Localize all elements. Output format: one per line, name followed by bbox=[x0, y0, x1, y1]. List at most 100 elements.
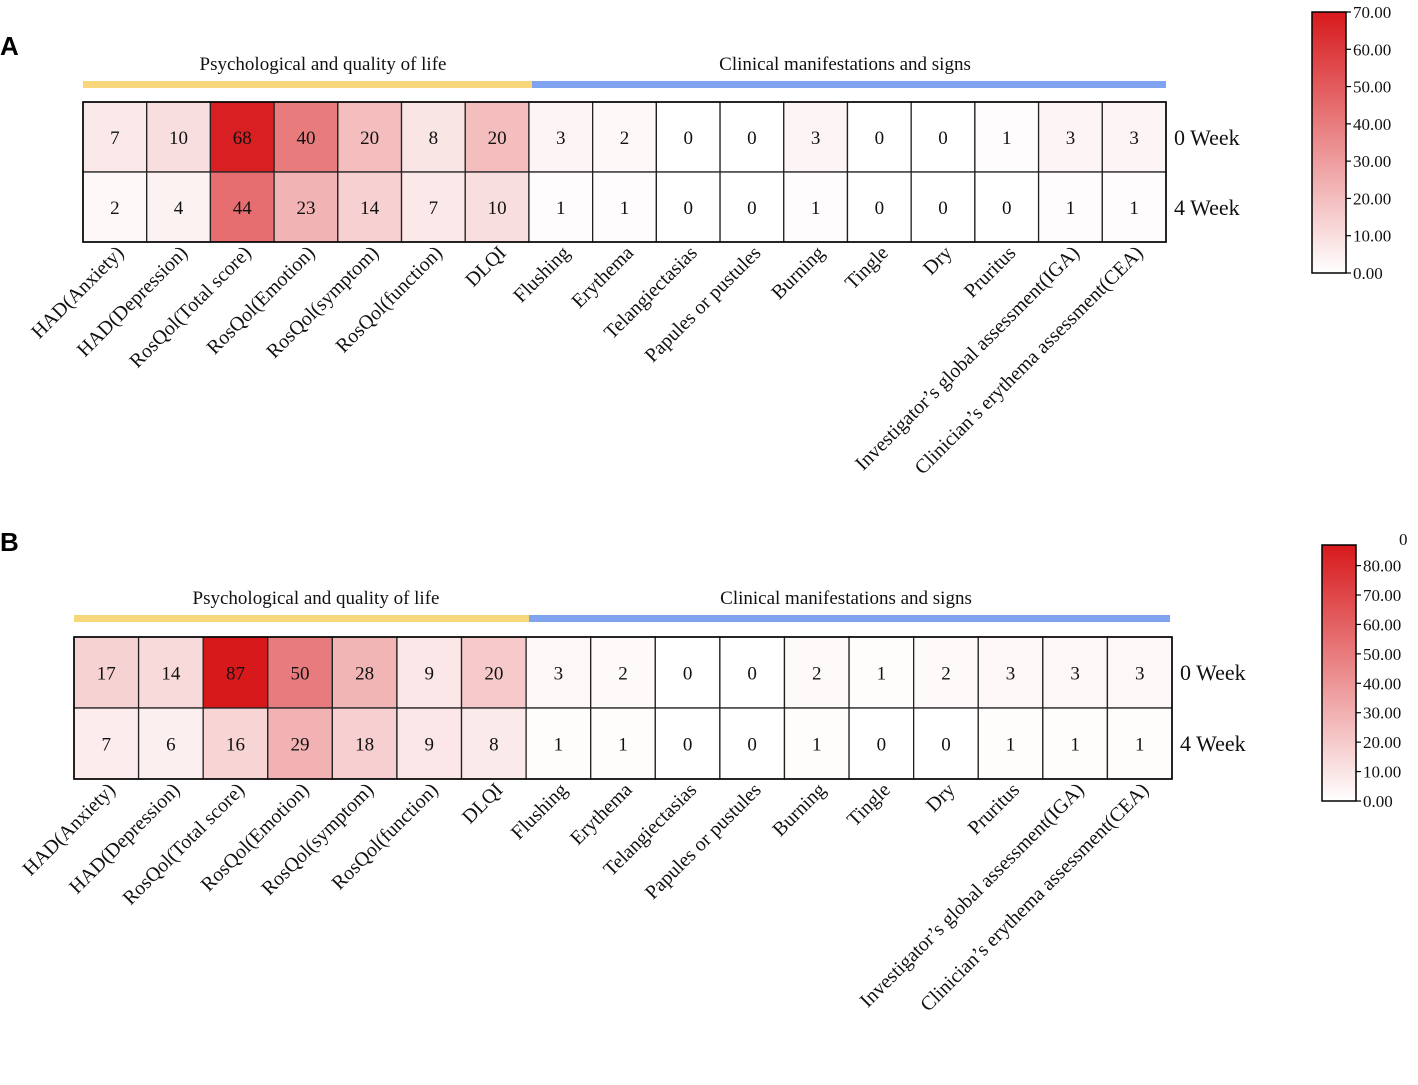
colorbar-tick-label: 60.00 bbox=[1363, 615, 1401, 634]
cell-value-label: 0 bbox=[747, 198, 757, 219]
colorbar-tick-label: 50.00 bbox=[1353, 78, 1391, 97]
column-label: HAD(Depression) bbox=[65, 779, 184, 898]
heatmap-cell bbox=[1106, 636, 1173, 709]
cell-value-label: 1 bbox=[1135, 735, 1145, 756]
colorbar-gradient-b bbox=[1321, 544, 1357, 802]
column-label: Papules or pustules bbox=[641, 779, 766, 904]
heatmap-panel-b: B Psychological and quality of life Clin… bbox=[0, 527, 1408, 1016]
cell-value-label: 20 bbox=[484, 664, 503, 685]
heatmap-cells-a: 7 10 68 40 20 8 20 3 2 0 0 3 0 0 1 3 32 4 44 23 14 7 10 1 1 0 0 1 0 0… bbox=[82, 101, 1167, 243]
colorbar-clipped-label-b: 0 bbox=[1399, 530, 1408, 549]
cell-value-label: 6 bbox=[166, 735, 176, 756]
heatmap-cell bbox=[913, 707, 979, 780]
cell-value-label: 3 bbox=[1066, 128, 1076, 149]
column-label: RosQol(function) bbox=[332, 242, 447, 357]
group-bar-clinical-a bbox=[532, 81, 1166, 88]
cell-value-label: 0 bbox=[747, 735, 757, 756]
colorbar-tick-label: 30.00 bbox=[1353, 152, 1391, 171]
cell-value-label: 2 bbox=[110, 198, 120, 219]
column-label: Tingle bbox=[843, 779, 895, 831]
colorbar-gradient-a bbox=[1311, 11, 1347, 274]
column-label: RosQol(symptom) bbox=[262, 242, 383, 363]
column-label: Clinician’s erythema assessment(CEA) bbox=[916, 779, 1153, 1016]
colorbar-tick-label: 30.00 bbox=[1363, 704, 1401, 723]
colorbar-tick-label: 70.00 bbox=[1353, 3, 1391, 22]
cell-value-label: 0 bbox=[877, 735, 887, 756]
heatmap-cell bbox=[460, 707, 527, 780]
colorbar-tick-label: 70.00 bbox=[1363, 586, 1401, 605]
heatmap-cell bbox=[1101, 101, 1167, 173]
colorbar-tick-label: 80.00 bbox=[1363, 557, 1401, 576]
column-label: Burning bbox=[768, 779, 830, 841]
heatmap-cell bbox=[719, 171, 785, 243]
column-label: RosQol(Total score) bbox=[119, 779, 249, 909]
heatmap-border bbox=[82, 101, 1167, 243]
heatmap-cell bbox=[654, 707, 721, 780]
group-label-clinical-b: Clinical manifestations and signs bbox=[720, 588, 972, 609]
heatmap-cell bbox=[273, 171, 339, 243]
colorbar-b: 0 0.00 10.00 20.00 30.00 40.00 50.00 60.00 70.0… bbox=[1321, 530, 1408, 811]
colorbar-a: 0.00 10.00 20.00 30.00 40.00 50.00 60.00 70.00 bbox=[1311, 3, 1391, 283]
column-label: Burning bbox=[767, 242, 829, 304]
group-header-a: Psychological and quality of life Clinic… bbox=[83, 54, 1166, 88]
cell-value-label: 18 bbox=[355, 735, 374, 756]
cell-value-label: 3 bbox=[1070, 664, 1080, 685]
cell-value-label: 0 bbox=[1002, 198, 1012, 219]
cell-value-label: 4 bbox=[174, 198, 184, 219]
column-labels-b: HAD(Anxiety)HAD(Depression)RosQol(Total … bbox=[19, 779, 1154, 1016]
colorbar-tick-label: 20.00 bbox=[1353, 189, 1391, 208]
cell-value-label: 16 bbox=[226, 735, 245, 756]
panel-letter-a: A bbox=[0, 31, 19, 61]
cell-value-label: 23 bbox=[296, 198, 315, 219]
cell-value-label: 7 bbox=[110, 128, 120, 149]
heatmap-cell bbox=[400, 101, 466, 173]
heatmap-cell bbox=[528, 101, 594, 173]
column-label: DLQI bbox=[461, 242, 510, 291]
heatmap-cell bbox=[654, 636, 721, 709]
cell-value-label: 9 bbox=[424, 664, 434, 685]
cell-value-label: 1 bbox=[1006, 735, 1016, 756]
cell-value-label: 7 bbox=[102, 735, 112, 756]
cell-value-label: 3 bbox=[811, 128, 821, 149]
cell-value-label: 0 bbox=[875, 198, 885, 219]
heatmap-cell bbox=[1037, 101, 1103, 173]
heatmap-cell bbox=[655, 171, 721, 243]
heatmap-cell bbox=[783, 101, 849, 173]
column-label: Pruritus bbox=[960, 242, 1020, 302]
heatmap-cell bbox=[209, 171, 275, 243]
cell-value-label: 1 bbox=[1129, 198, 1139, 219]
colorbar-tick-label: 10.00 bbox=[1353, 227, 1391, 246]
cell-value-label: 3 bbox=[1006, 664, 1016, 685]
cell-value-label: 10 bbox=[169, 128, 188, 149]
cell-value-label: 2 bbox=[618, 664, 628, 685]
cell-value-label: 87 bbox=[226, 664, 245, 685]
column-label: Dry bbox=[922, 779, 960, 817]
cell-value-label: 3 bbox=[556, 128, 566, 149]
cell-value-label: 7 bbox=[429, 198, 439, 219]
cell-value-label: 50 bbox=[291, 664, 310, 685]
colorbar-tick-label: 20.00 bbox=[1363, 733, 1401, 752]
colorbar-tick-label: 60.00 bbox=[1353, 40, 1391, 59]
cell-value-label: 0 bbox=[941, 735, 951, 756]
cell-value-label: 0 bbox=[938, 198, 948, 219]
cell-value-label: 9 bbox=[424, 735, 434, 756]
cell-value-label: 0 bbox=[683, 198, 693, 219]
column-label: HAD(Depression) bbox=[73, 242, 192, 361]
cell-value-label: 1 bbox=[811, 198, 821, 219]
cell-value-label: 44 bbox=[233, 198, 253, 219]
cell-value-label: 1 bbox=[1066, 198, 1076, 219]
column-label: Pruritus bbox=[964, 779, 1024, 839]
colorbar-tick-label: 10.00 bbox=[1363, 763, 1401, 782]
heatmap-cell bbox=[400, 171, 466, 243]
column-label: Dry bbox=[919, 242, 957, 280]
cell-value-label: 1 bbox=[620, 198, 630, 219]
cell-value-label: 29 bbox=[291, 735, 310, 756]
cell-value-label: 0 bbox=[683, 128, 693, 149]
cell-value-label: 40 bbox=[296, 128, 315, 149]
cell-value-label: 2 bbox=[620, 128, 630, 149]
column-label: Tingle bbox=[841, 242, 893, 294]
column-label: Papules or pustules bbox=[641, 242, 766, 367]
heatmap-cell bbox=[525, 707, 592, 780]
colorbar-tick-label: 40.00 bbox=[1363, 674, 1401, 693]
heatmap-cell bbox=[267, 707, 334, 780]
